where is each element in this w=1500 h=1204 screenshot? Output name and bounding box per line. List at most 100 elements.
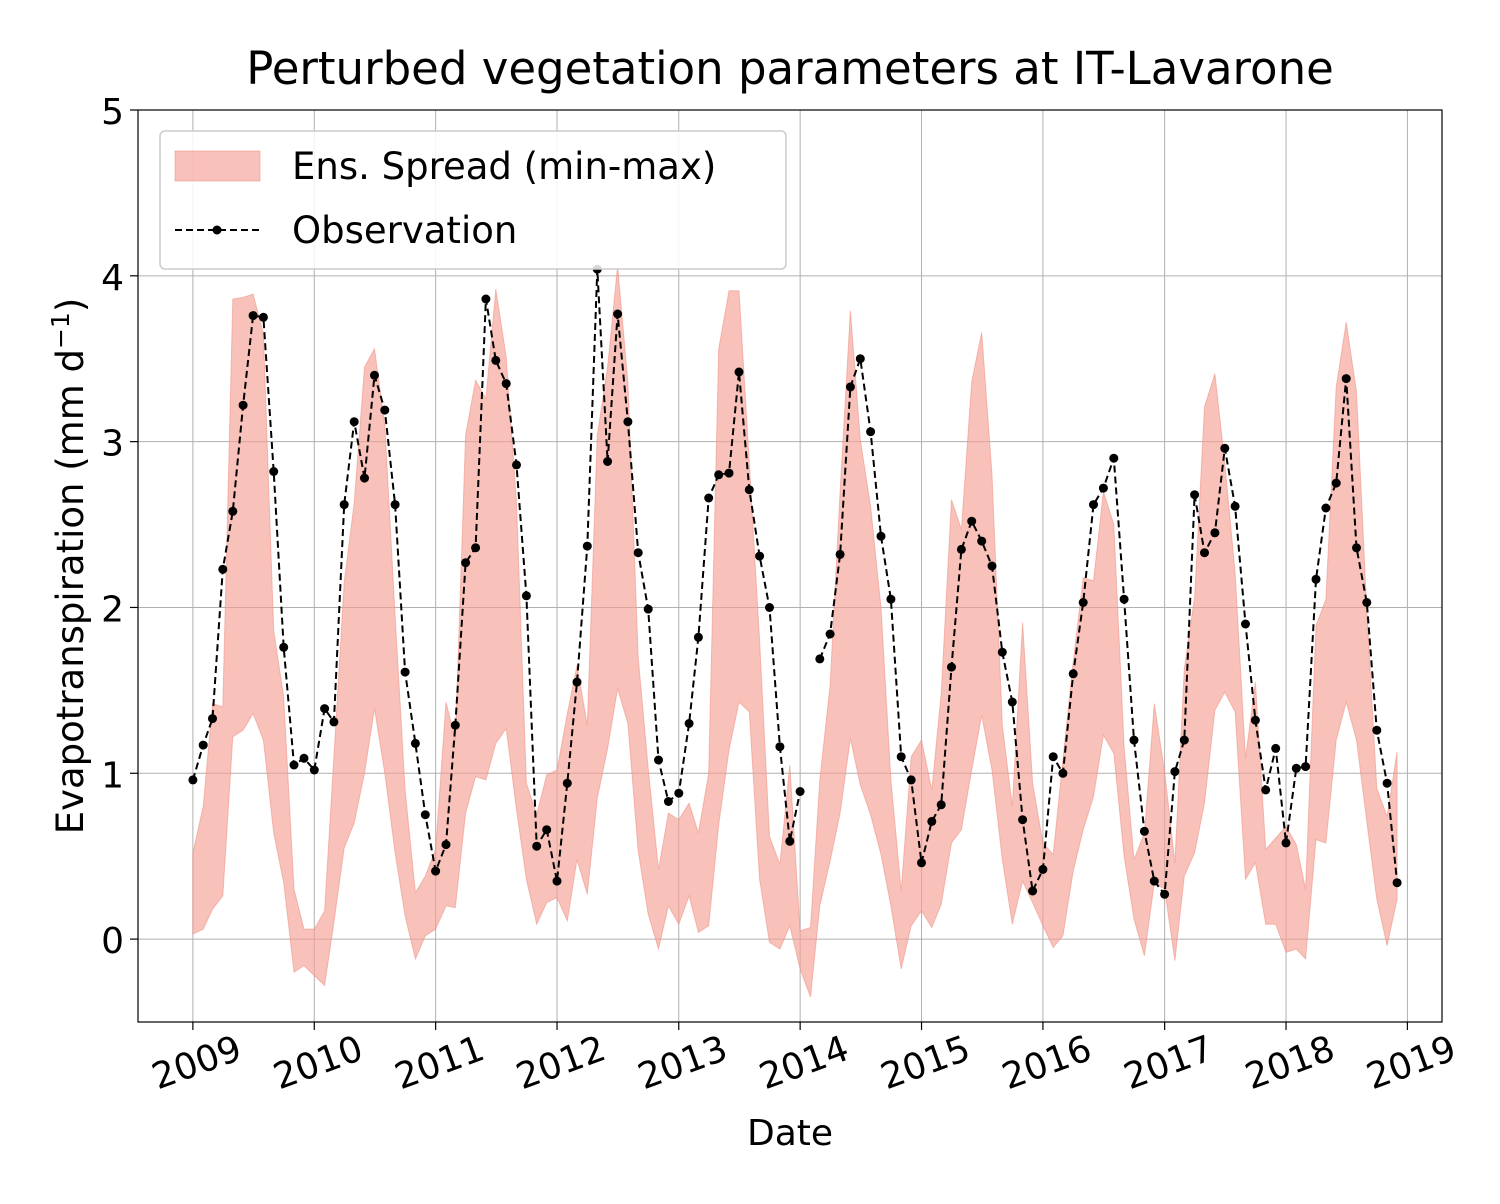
observation-point	[1078, 598, 1088, 607]
observation-point	[896, 752, 906, 762]
observation-point	[1160, 889, 1170, 899]
observation-point	[947, 662, 956, 672]
observation-point	[360, 473, 369, 483]
observation-point	[441, 840, 451, 850]
observation-point	[1331, 478, 1341, 488]
observation-point	[400, 667, 410, 677]
observation-point	[845, 382, 855, 392]
observation-point	[1058, 768, 1068, 778]
observation-point	[744, 485, 754, 495]
observation-point	[1068, 669, 1078, 679]
observation-point	[329, 717, 339, 727]
observation-point	[693, 632, 703, 642]
observation-point	[349, 417, 359, 427]
legend-label-observation: Observation	[292, 209, 517, 252]
observation-point	[542, 825, 552, 835]
observation-point	[1250, 715, 1260, 725]
x-axis-label: Date	[747, 1113, 833, 1154]
observation-point	[643, 604, 653, 614]
observation-point	[1301, 762, 1311, 772]
observation-point	[1352, 543, 1361, 553]
y-tick-label: 2	[101, 589, 124, 630]
observation-point	[1149, 876, 1159, 886]
observation-point	[238, 400, 248, 410]
observation-point	[1372, 725, 1382, 735]
observation-point	[1220, 443, 1230, 453]
observation-point	[188, 775, 198, 785]
observation-point	[997, 647, 1007, 657]
observation-point	[613, 309, 623, 319]
observation-point	[663, 797, 673, 806]
observation-point	[936, 800, 946, 810]
observation-point	[501, 379, 511, 389]
y-tick-label: 3	[101, 424, 124, 465]
observation-point	[1271, 743, 1281, 753]
observation-point	[410, 738, 420, 748]
observation-point	[785, 836, 795, 846]
observation-point	[380, 405, 390, 415]
y-axis-label-exponent: −1	[46, 312, 75, 349]
observation-point	[1341, 374, 1351, 384]
observation-point	[714, 470, 724, 480]
y-axis-label-main: Evapotranspiration (mm d	[49, 349, 92, 834]
observation-point	[1007, 697, 1017, 707]
observation-point	[218, 564, 228, 574]
observation-point	[755, 551, 765, 561]
y-axis-label-close: )	[49, 298, 92, 312]
observation-point	[917, 858, 926, 868]
observation-point	[431, 866, 441, 876]
observation-point	[734, 367, 744, 377]
observation-point	[562, 778, 572, 788]
y-tick-label: 1	[101, 755, 124, 796]
observation-point	[956, 544, 966, 554]
observation-point	[1210, 528, 1220, 538]
observation-point	[471, 543, 481, 553]
observation-point	[491, 355, 501, 365]
observation-point	[674, 788, 684, 798]
observation-point	[228, 506, 238, 516]
observation-point	[1200, 548, 1209, 558]
observation-point	[866, 427, 876, 437]
observation-point	[623, 417, 633, 427]
observation-point	[521, 591, 531, 601]
observation-point	[1119, 594, 1129, 604]
observation-point	[1241, 619, 1250, 629]
observation-point	[289, 760, 299, 770]
observation-point	[1179, 735, 1189, 745]
observation-layer	[188, 264, 1402, 899]
plot-frame	[137, 109, 1443, 1023]
observation-point	[1038, 864, 1048, 874]
observation-point	[481, 294, 491, 304]
observation-point	[370, 370, 379, 380]
observation-point	[815, 654, 825, 664]
observation-point	[1382, 778, 1392, 788]
observation-point	[258, 312, 268, 322]
observation-point	[208, 714, 217, 724]
observation-point	[248, 311, 258, 321]
observation-point	[1048, 752, 1058, 762]
observation-point	[775, 742, 785, 752]
y-tick-label: 5	[101, 92, 124, 133]
observation-point	[532, 841, 542, 851]
observation-point	[299, 753, 309, 763]
observation-point	[572, 677, 582, 687]
ensemble-spread-layer	[192, 265, 1398, 998]
legend-label-spread: Ens. Spread (min-max)	[292, 145, 716, 188]
y-tick-label: 0	[101, 921, 124, 962]
observation-point	[1089, 500, 1098, 510]
observation-point	[633, 548, 643, 558]
observation-point	[1028, 886, 1038, 896]
observation-point	[279, 642, 289, 652]
observation-point	[512, 460, 521, 470]
observation-point	[977, 536, 987, 546]
observation-point	[1392, 878, 1402, 888]
observation-point	[1281, 838, 1291, 848]
observation-point	[420, 810, 430, 820]
observation-point	[1018, 815, 1028, 825]
observation-point	[835, 549, 845, 559]
observation-point	[704, 493, 714, 503]
observation-point	[603, 457, 613, 466]
observation-point	[654, 755, 663, 765]
